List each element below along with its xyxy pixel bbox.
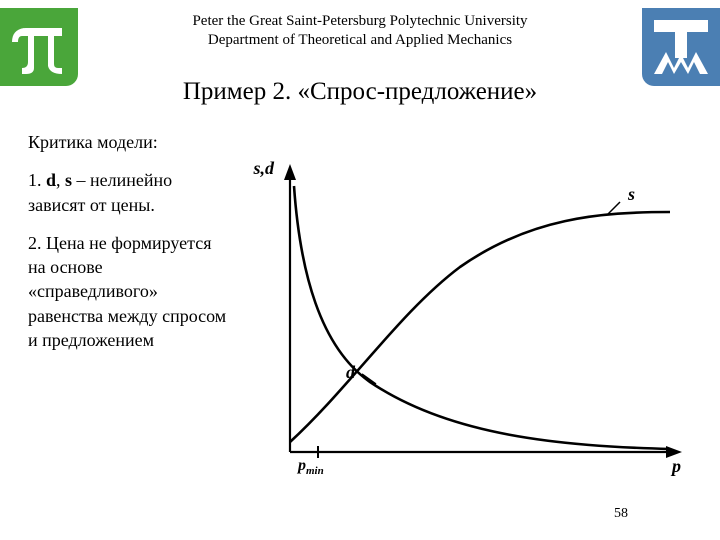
d-curve <box>294 186 670 449</box>
header: Peter the Great Saint-Petersburg Polytec… <box>0 12 720 50</box>
critique-block: Критика модели: 1. d, s – нелинейно зави… <box>28 130 228 366</box>
s-leader <box>608 202 620 214</box>
critique-heading: Критика модели: <box>28 130 228 154</box>
critique-item-2: 2. Цена не формируется на основе «справе… <box>28 231 228 352</box>
x-axis-label: p <box>670 456 681 476</box>
s-label: s <box>627 184 635 204</box>
t: d <box>46 170 56 190</box>
t: s <box>65 170 72 190</box>
t: 1. <box>28 170 46 190</box>
t: p <box>296 457 306 474</box>
header-line2: Department of Theoretical and Applied Me… <box>208 32 512 48</box>
t: , <box>56 170 65 190</box>
y-axis-label: s,d <box>252 158 275 178</box>
page-number: 58 <box>614 506 628 522</box>
s-curve <box>290 212 670 442</box>
supply-demand-chart: s,d p s d pmin <box>230 152 690 492</box>
t: min <box>306 465 324 477</box>
y-axis-arrow <box>284 164 296 180</box>
critique-item-1: 1. d, s – нелинейно зависят от цены. <box>28 168 228 217</box>
page-title: Пример 2. «Спрос-предложение» <box>0 78 720 106</box>
d-label: d <box>346 362 356 382</box>
pmin-label: pmin <box>296 457 324 477</box>
header-line1: Peter the Great Saint-Petersburg Polytec… <box>192 13 527 29</box>
